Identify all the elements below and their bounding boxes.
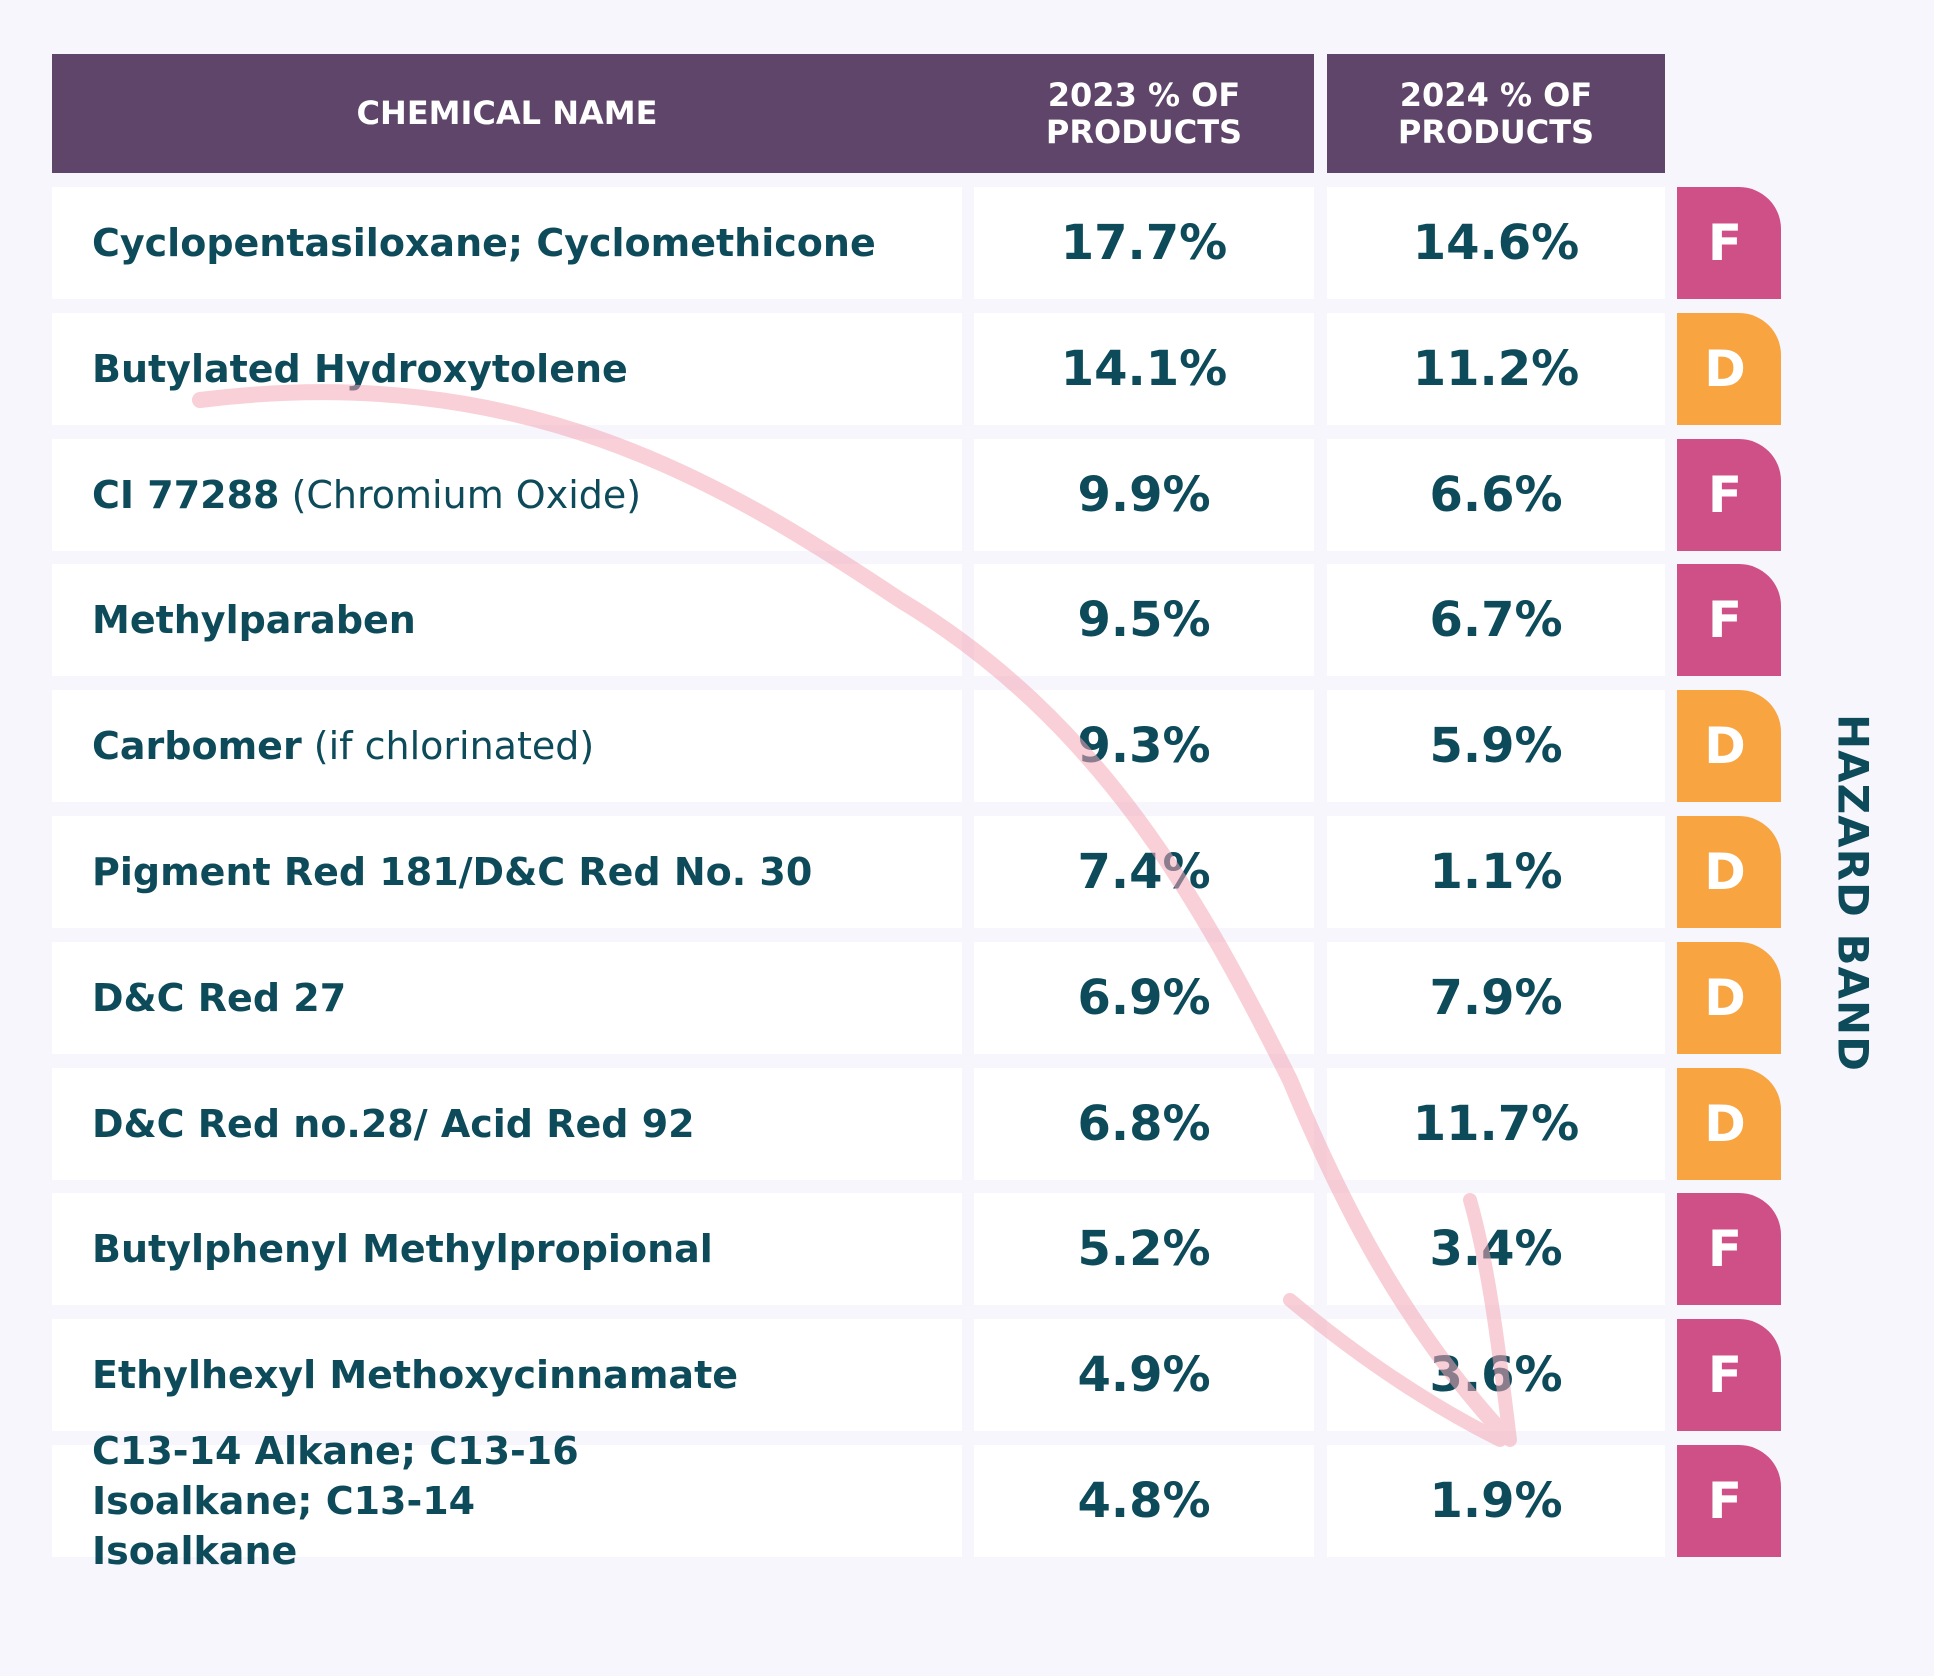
chemical-name-cell: D&C Red 27	[52, 941, 962, 1054]
chemical-name-cell: C13-14 Alkane; C13-16 Isoalkane; C13-14 …	[52, 1429, 962, 1573]
chemical-name: Pigment Red 181/D&C Red No. 30	[92, 850, 813, 894]
chemical-name-note: (Chromium Oxide)	[291, 472, 642, 517]
hazard-band-badge: D	[1677, 690, 1781, 803]
table-row: Cyclopentasiloxane; Cyclomethicone 17.7% 1…	[52, 187, 1781, 299]
table-row: Carbomer (if chlorinated) 9.3% 5.9% D	[52, 690, 1781, 803]
percent-2023-cell: 4.9%	[974, 1319, 1314, 1432]
table-row: Methylparaben 9.5% 6.7% F	[52, 564, 1781, 677]
hazard-band-badge: F	[1677, 438, 1781, 551]
chemical-name-cell: Methylparaben	[52, 564, 962, 677]
hazard-band-badge: D	[1677, 941, 1781, 1054]
header-2024-label: 2024 % OF PRODUCTS	[1397, 75, 1595, 151]
table-row: D&C Red no.28/ Acid Red 92 6.8% 11.7% D	[52, 1067, 1781, 1180]
percent-2023-cell: 9.9%	[974, 438, 1314, 551]
header-2023: 2023 % OF PRODUCTS	[974, 54, 1314, 173]
chemical-name: D&C Red no.28/ Acid Red 92	[92, 1101, 695, 1146]
hazard-band-badge: F	[1677, 1193, 1781, 1306]
hazard-band-label: HAZARD BAND	[1828, 714, 1878, 1072]
percent-2023-cell: 6.8%	[974, 1067, 1314, 1180]
table-row: D&C Red 27 6.9% 7.9% D	[52, 941, 1781, 1054]
percent-2024-cell: 5.9%	[1327, 690, 1665, 803]
chemical-name-cell: Carbomer (if chlorinated)	[52, 690, 962, 803]
percent-2023-cell: 7.4%	[974, 816, 1314, 928]
chemical-name: Methylparaben	[92, 598, 416, 643]
chemical-name: C13-14 Alkane; C13-16 Isoalkane; C13-14 …	[92, 1429, 579, 1573]
hazard-band-badge: F	[1677, 564, 1781, 677]
chemical-name: Butylphenyl Methylpropional	[92, 1227, 713, 1272]
percent-2023-cell: 5.2%	[974, 1193, 1314, 1306]
hazard-band-badge: D	[1677, 816, 1781, 928]
chemical-name-cell: Pigment Red 181/D&C Red No. 30	[52, 816, 962, 928]
percent-2023-cell: 9.3%	[974, 690, 1314, 803]
percent-2024-cell: 3.6%	[1327, 1319, 1665, 1432]
chemical-name-note: (if chlorinated)	[313, 724, 595, 769]
chemical-name-cell: D&C Red no.28/ Acid Red 92	[52, 1067, 962, 1180]
percent-2023-cell: 9.5%	[974, 564, 1314, 677]
hazard-band-badge: D	[1677, 1067, 1781, 1180]
chemical-name-cell: Ethylhexyl Methoxycinnamate	[52, 1319, 962, 1432]
header-chemical-name-label: CHEMICAL NAME	[356, 94, 658, 132]
percent-2024-cell: 11.2%	[1327, 312, 1665, 425]
percent-2024-cell: 3.4%	[1327, 1193, 1665, 1306]
percent-2024-cell: 7.9%	[1327, 941, 1665, 1054]
hazard-band-badge: F	[1677, 1319, 1781, 1432]
percent-2024-cell: 1.9%	[1327, 1445, 1665, 1557]
table-row: C13-14 Alkane; C13-16 Isoalkane; C13-14 …	[52, 1429, 1781, 1573]
chemical-name-cell: Cyclopentasiloxane; Cyclomethicone	[52, 187, 962, 299]
table-row: Pigment Red 181/D&C Red No. 30 7.4% 1.1% D	[52, 816, 1781, 928]
hazard-band-badge: F	[1677, 1445, 1781, 1557]
chemical-name-cell: Butylphenyl Methylpropional	[52, 1193, 962, 1306]
hazard-band-badge: D	[1677, 312, 1781, 425]
table-row: Butylphenyl Methylpropional 5.2% 3.4% F	[52, 1193, 1781, 1306]
percent-2023-cell: 4.8%	[974, 1445, 1314, 1557]
chemical-name: CI 77288	[92, 472, 280, 517]
chemical-name-cell: CI 77288 (Chromium Oxide)	[52, 438, 962, 551]
chemical-name: Ethylhexyl Methoxycinnamate	[92, 1353, 738, 1398]
percent-2023-cell: 17.7%	[974, 187, 1314, 299]
percent-2023-cell: 6.9%	[974, 941, 1314, 1054]
percent-2024-cell: 1.1%	[1327, 816, 1665, 928]
header-2023-label: 2023 % OF PRODUCTS	[1045, 75, 1243, 151]
percent-2023-cell: 14.1%	[974, 312, 1314, 425]
hazard-band-badge: F	[1677, 187, 1781, 299]
percent-2024-cell: 11.7%	[1327, 1067, 1665, 1180]
table-row: Ethylhexyl Methoxycinnamate 4.9% 3.6% F	[52, 1319, 1781, 1432]
chemical-name: Butylated Hydroxytolene	[92, 346, 628, 391]
percent-2024-cell: 6.6%	[1327, 438, 1665, 551]
chemical-name: Cyclopentasiloxane; Cyclomethicone	[92, 221, 876, 265]
table-row: Butylated Hydroxytolene 14.1% 11.2% D	[52, 312, 1781, 425]
table-row: CI 77288 (Chromium Oxide) 9.9% 6.6% F	[52, 438, 1781, 551]
chemical-name-cell: Butylated Hydroxytolene	[52, 312, 962, 425]
percent-2024-cell: 14.6%	[1327, 187, 1665, 299]
percent-2024-cell: 6.7%	[1327, 564, 1665, 677]
chemical-name: D&C Red 27	[92, 975, 347, 1020]
header-2024: 2024 % OF PRODUCTS	[1327, 54, 1665, 173]
chemical-name: Carbomer	[92, 724, 302, 769]
